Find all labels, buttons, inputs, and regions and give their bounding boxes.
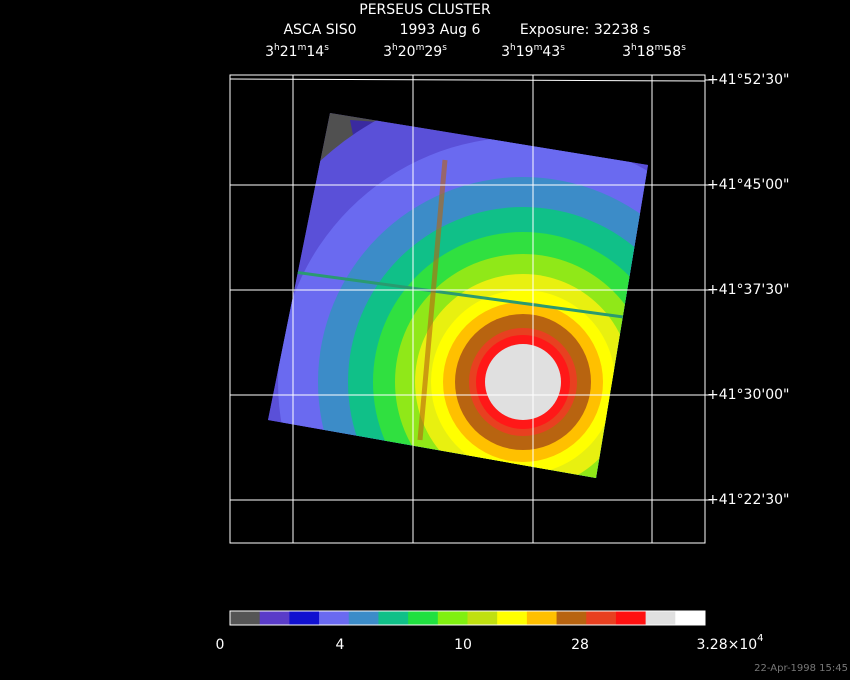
coordinate-grid <box>229 75 706 543</box>
colorbar-swatch <box>437 611 468 625</box>
ra-value: 21 <box>280 44 298 60</box>
ra-unit: h <box>274 43 280 53</box>
colorbar-label: 4 <box>336 637 345 653</box>
ra-value: 58 <box>663 44 681 60</box>
ra-unit: s <box>560 43 565 53</box>
ra-value: 43 <box>542 44 560 60</box>
ra-value: 3 <box>622 44 631 60</box>
ra-value: 20 <box>398 44 416 60</box>
colorbar-swatch <box>467 611 498 625</box>
xray-image <box>268 113 648 478</box>
timestamp: 22-Apr-1998 15:45 <box>754 663 848 674</box>
colorbar-frame <box>229 610 706 626</box>
colorbar-label: 0 <box>216 637 225 653</box>
ra-unit: m <box>655 43 664 53</box>
dec-label: +41°37'30" <box>707 282 789 298</box>
mantissa: 3.28×10 <box>696 637 757 653</box>
dec-label: +41°22'30" <box>707 492 789 508</box>
ra-unit: h <box>392 43 398 53</box>
colorbar-swatch <box>259 611 290 625</box>
colorbar-label: 10 <box>454 637 472 653</box>
colorbar-swatch <box>408 611 439 625</box>
ra-value: 29 <box>424 44 442 60</box>
ra-value: 3 <box>501 44 510 60</box>
colorbar-swatch <box>586 611 617 625</box>
colorbar-swatch <box>289 611 320 625</box>
ra-label: 3h19m43s <box>501 43 565 61</box>
ra-value: 18 <box>637 44 655 60</box>
dec-label: +41°30'00" <box>707 387 789 403</box>
ra-value: 3 <box>383 44 392 60</box>
dec-label: +41°52'30" <box>707 72 789 88</box>
colorbar-swatch <box>675 611 706 625</box>
ra-label: 3h18m58s <box>622 43 686 61</box>
ra-value: 3 <box>265 44 274 60</box>
colorbar-swatch <box>526 611 558 625</box>
ra-unit: s <box>324 43 329 53</box>
colorbar-swatch <box>615 611 647 625</box>
colorbar-label: 28 <box>571 637 589 653</box>
colorbar-swatch <box>230 611 261 625</box>
instrument: ASCA SIS0 <box>283 22 356 38</box>
colorbar-swatch <box>378 611 409 625</box>
title: PERSEUS CLUSTER <box>359 2 491 18</box>
colorbar-swatch <box>645 611 676 625</box>
ra-value: 19 <box>516 44 534 60</box>
ra-unit: h <box>631 43 637 53</box>
exposure: Exposure: 32238 s <box>520 22 650 38</box>
colorbar-swatch <box>497 611 528 625</box>
ra-label: 3h21m14s <box>265 43 329 61</box>
colorbar-swatch <box>319 611 350 625</box>
ra-unit: s <box>442 43 447 53</box>
frame <box>229 74 706 544</box>
ra-unit: s <box>681 43 686 53</box>
dec-label: +41°45'00" <box>707 177 789 193</box>
exponent: 4 <box>757 633 763 644</box>
ra-unit: m <box>416 43 425 53</box>
ra-unit: h <box>510 43 516 53</box>
colorbar-swatch <box>348 611 379 625</box>
ra-unit: m <box>534 43 543 53</box>
ra-value: 14 <box>306 44 324 60</box>
date: 1993 Aug 6 <box>400 22 481 38</box>
colorbar-swatch <box>556 611 587 625</box>
ra-unit: m <box>298 43 307 53</box>
colorbar-max-label: 3.28×104 <box>696 633 763 653</box>
ra-label: 3h20m29s <box>383 43 447 61</box>
